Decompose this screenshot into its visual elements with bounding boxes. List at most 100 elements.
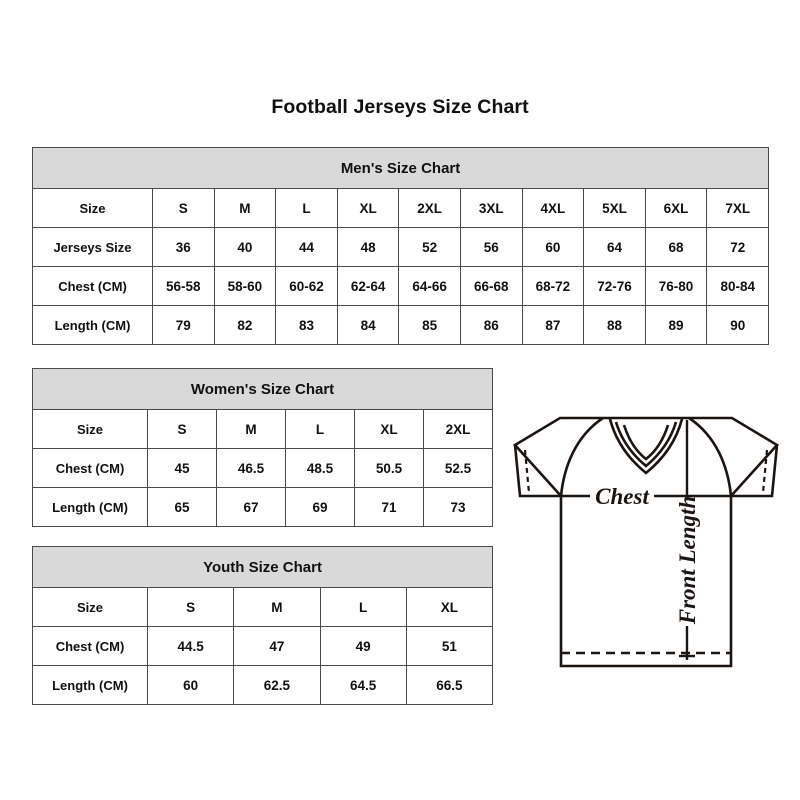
- table-cell: 60-62: [275, 266, 338, 306]
- table-cell: 72-76: [583, 266, 646, 306]
- mens-size-chart-table: Men's Size Chart Size S M L XL 2XL 3XL 4…: [31, 147, 770, 345]
- table-cell: 6XL: [644, 188, 708, 228]
- table-cell: 89: [644, 305, 708, 345]
- table-cell: 36: [152, 227, 215, 267]
- table-cell: 68-72: [521, 266, 585, 306]
- table-cell: 51: [405, 626, 494, 666]
- table-row: Size S M L XL: [32, 587, 494, 627]
- table-cell: 48: [336, 227, 400, 267]
- table-cell: 64-66: [398, 266, 461, 306]
- table-cell: 49: [319, 626, 407, 666]
- table-cell: XL: [405, 587, 494, 627]
- table-cell: 52.5: [422, 448, 494, 488]
- right-sleeve-hem-edge: [731, 444, 779, 498]
- table-cell: 82: [213, 305, 277, 345]
- table-cell: 58-60: [213, 266, 277, 306]
- row-label-length: Length (CM): [32, 305, 153, 345]
- v-neck-outer-line: [608, 418, 684, 475]
- table-cell: 83: [275, 305, 338, 345]
- womens-size-chart-table: Women's Size Chart Size S M L XL 2XL Che…: [31, 368, 494, 527]
- table-cell: M: [213, 188, 277, 228]
- table-cell: 2XL: [398, 188, 461, 228]
- table-cell: L: [285, 409, 355, 449]
- table-row: Size S M L XL 2XL: [32, 409, 494, 449]
- table-row: Length (CM) 60 62.5 64.5 66.5: [32, 665, 494, 705]
- left-sleeve-hem-dashed: [523, 449, 531, 494]
- table-row: Chest (CM) 45 46.5 48.5 50.5 52.5: [32, 448, 494, 488]
- table-row: Length (CM) 65 67 69 71 73: [32, 487, 494, 527]
- table-cell: S: [146, 587, 235, 627]
- row-label-size: Size: [32, 409, 148, 449]
- table-cell: 50.5: [354, 448, 424, 488]
- table-caption-row: Youth Size Chart: [31, 546, 494, 588]
- table-cell: 47: [233, 626, 321, 666]
- table-cell: 44.5: [146, 626, 235, 666]
- row-label-jerseys-size: Jerseys Size: [32, 227, 153, 267]
- table-cell: 48.5: [285, 448, 355, 488]
- row-label-size: Size: [32, 587, 148, 627]
- table-cell: 87: [521, 305, 585, 345]
- table-cell: 4XL: [521, 188, 585, 228]
- table-cell: XL: [354, 409, 424, 449]
- table-cell: 5XL: [583, 188, 646, 228]
- table-cell: 80-84: [706, 266, 770, 306]
- table-cell: 88: [583, 305, 646, 345]
- table-cell: 85: [398, 305, 461, 345]
- right-sleeve-outline: [689, 416, 780, 497]
- table-row: Size S M L XL 2XL 3XL 4XL 5XL 6XL 7XL: [32, 188, 770, 228]
- row-label-chest: Chest (CM): [32, 626, 148, 666]
- table-cell: 76-80: [644, 266, 708, 306]
- table-cell: 62-64: [336, 266, 400, 306]
- table-cell: 60: [146, 665, 235, 705]
- table-cell: 90: [706, 305, 770, 345]
- womens-table-caption: Women's Size Chart: [31, 368, 494, 410]
- youth-table-caption: Youth Size Chart: [31, 546, 494, 588]
- table-cell: 66.5: [405, 665, 494, 705]
- front-length-label: Front Length: [675, 496, 700, 625]
- table-cell: M: [216, 409, 286, 449]
- table-cell: 2XL: [422, 409, 494, 449]
- table-cell: 67: [216, 487, 286, 527]
- page-title: Football Jerseys Size Chart: [271, 96, 529, 118]
- jersey-measurement-diagram: Chest Front Length: [498, 398, 794, 694]
- v-neck-middle-line: [614, 421, 678, 468]
- row-label-length: Length (CM): [32, 487, 148, 527]
- mens-table-caption: Men's Size Chart: [31, 147, 770, 189]
- table-cell: 3XL: [459, 188, 523, 228]
- table-cell: L: [319, 587, 407, 627]
- chest-label: Chest: [595, 484, 649, 509]
- table-cell: 60: [521, 227, 585, 267]
- row-label-chest: Chest (CM): [32, 266, 153, 306]
- table-cell: 86: [459, 305, 523, 345]
- table-cell: 62.5: [233, 665, 321, 705]
- right-armhole-curve: [688, 416, 733, 497]
- v-neck-inner-line: [622, 424, 670, 461]
- table-cell: XL: [336, 188, 400, 228]
- row-label-length: Length (CM): [32, 665, 148, 705]
- left-sleeve-hem-edge: [513, 444, 561, 498]
- table-cell: 68: [644, 227, 708, 267]
- table-cell: S: [152, 188, 215, 228]
- row-label-size: Size: [32, 188, 153, 228]
- table-cell: 73: [422, 487, 494, 527]
- right-sleeve-hem-dashed: [761, 449, 769, 494]
- table-cell: 40: [213, 227, 277, 267]
- table-cell: L: [275, 188, 338, 228]
- table-row: Jerseys Size 36 40 44 48 52 56 60 64 68 …: [32, 227, 770, 267]
- table-cell: 7XL: [706, 188, 770, 228]
- row-label-chest: Chest (CM): [32, 448, 148, 488]
- table-cell: 66-68: [459, 266, 523, 306]
- table-cell: 72: [706, 227, 770, 267]
- table-caption-row: Men's Size Chart: [31, 147, 770, 189]
- left-armhole-curve: [559, 416, 604, 497]
- table-cell: 56: [459, 227, 523, 267]
- table-cell: 64.5: [319, 665, 407, 705]
- table-cell: S: [147, 409, 217, 449]
- table-cell: 52: [398, 227, 461, 267]
- table-cell: 56-58: [152, 266, 215, 306]
- table-cell: 84: [336, 305, 400, 345]
- table-cell: 79: [152, 305, 215, 345]
- table-row: Chest (CM) 56-58 58-60 60-62 62-64 64-66…: [32, 266, 770, 306]
- table-cell: 46.5: [216, 448, 286, 488]
- table-caption-row: Women's Size Chart: [31, 368, 494, 410]
